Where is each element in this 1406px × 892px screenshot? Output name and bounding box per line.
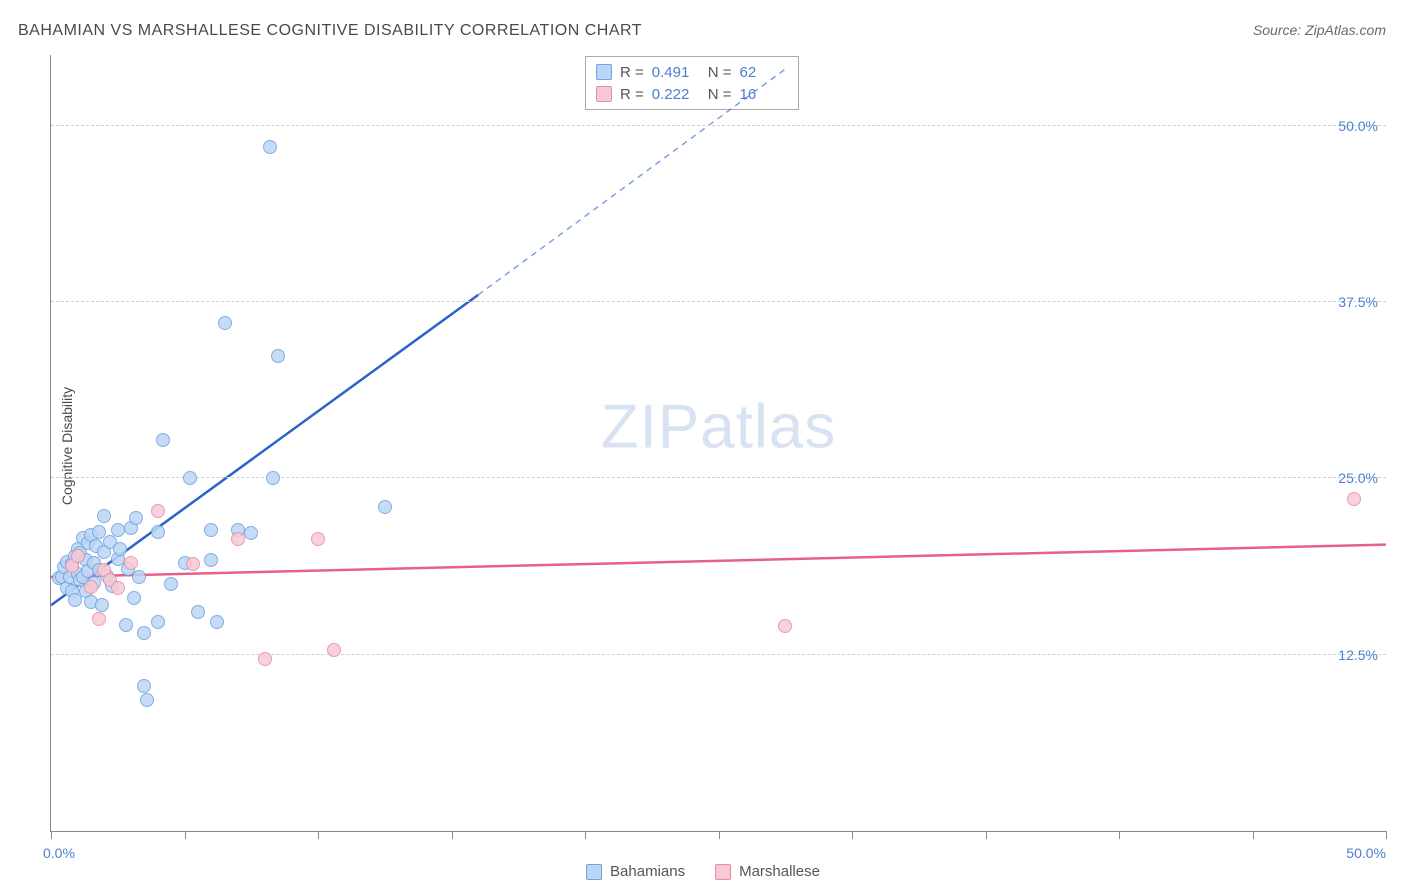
chart-title: BAHAMIAN VS MARSHALLESE COGNITIVE DISABI… xyxy=(18,22,642,40)
x-tick xyxy=(1119,831,1120,839)
data-point-marshallese xyxy=(778,619,792,633)
data-point-marshallese xyxy=(92,612,106,626)
data-point-bahamians xyxy=(95,598,109,612)
r-value-marshallese: 0.222 xyxy=(652,86,700,103)
data-point-bahamians xyxy=(266,471,280,485)
data-point-bahamians xyxy=(164,577,178,591)
y-tick-label: 12.5% xyxy=(1338,647,1378,663)
r-label: R = xyxy=(620,86,644,103)
data-point-bahamians xyxy=(204,523,218,537)
gridline-h xyxy=(51,301,1386,302)
stats-row-bahamians: R = 0.491 N = 62 xyxy=(596,61,788,83)
r-value-bahamians: 0.491 xyxy=(652,64,700,81)
data-point-bahamians xyxy=(244,526,258,540)
legend-label-bahamians: Bahamians xyxy=(610,863,685,880)
n-value-bahamians: 62 xyxy=(740,64,788,81)
x-tick xyxy=(585,831,586,839)
x-tick xyxy=(852,831,853,839)
y-tick-label: 50.0% xyxy=(1338,118,1378,134)
data-point-marshallese xyxy=(71,549,85,563)
swatch-bahamians-icon xyxy=(586,864,602,880)
legend-label-marshallese: Marshallese xyxy=(739,863,820,880)
swatch-marshallese xyxy=(596,86,612,102)
data-point-marshallese xyxy=(151,504,165,518)
data-point-bahamians xyxy=(151,615,165,629)
x-tick xyxy=(318,831,319,839)
x-tick xyxy=(1386,831,1387,839)
n-label: N = xyxy=(708,64,732,81)
legend-item-bahamians: Bahamians xyxy=(586,863,685,880)
x-tick xyxy=(986,831,987,839)
data-point-bahamians xyxy=(183,471,197,485)
data-point-bahamians xyxy=(129,511,143,525)
data-point-marshallese xyxy=(1347,492,1361,506)
data-point-marshallese xyxy=(327,643,341,657)
gridline-h xyxy=(51,654,1386,655)
stats-row-marshallese: R = 0.222 N = 16 xyxy=(596,83,788,105)
stats-legend: R = 0.491 N = 62 R = 0.222 N = 16 xyxy=(585,56,799,110)
data-point-bahamians xyxy=(111,523,125,537)
data-point-bahamians xyxy=(140,693,154,707)
r-label: R = xyxy=(620,64,644,81)
data-point-marshallese xyxy=(258,652,272,666)
x-min-label: 0.0% xyxy=(43,845,75,861)
x-tick xyxy=(1253,831,1254,839)
gridline-h xyxy=(51,125,1386,126)
data-point-bahamians xyxy=(191,605,205,619)
data-point-bahamians xyxy=(156,433,170,447)
x-max-label: 50.0% xyxy=(1346,845,1386,861)
data-point-bahamians xyxy=(137,626,151,640)
trend-lines xyxy=(51,55,1386,831)
data-point-bahamians xyxy=(119,618,133,632)
legend-item-marshallese: Marshallese xyxy=(715,863,820,880)
swatch-marshallese-icon xyxy=(715,864,731,880)
x-tick xyxy=(185,831,186,839)
data-point-bahamians xyxy=(204,553,218,567)
data-point-marshallese xyxy=(124,556,138,570)
scatter-plot-area: ZIPatlas R = 0.491 N = 62 R = 0.222 N = … xyxy=(50,55,1386,832)
x-tick xyxy=(719,831,720,839)
data-point-bahamians xyxy=(210,615,224,629)
n-label: N = xyxy=(708,86,732,103)
data-point-bahamians xyxy=(263,140,277,154)
data-point-bahamians xyxy=(218,316,232,330)
data-point-bahamians xyxy=(127,591,141,605)
bottom-legend: Bahamians Marshallese xyxy=(586,863,820,880)
source-attribution: Source: ZipAtlas.com xyxy=(1253,22,1386,38)
y-tick-label: 37.5% xyxy=(1338,294,1378,310)
data-point-bahamians xyxy=(151,525,165,539)
gridline-h xyxy=(51,477,1386,478)
data-point-marshallese xyxy=(311,532,325,546)
data-point-bahamians xyxy=(378,500,392,514)
y-tick-label: 25.0% xyxy=(1338,470,1378,486)
data-point-marshallese xyxy=(231,532,245,546)
data-point-bahamians xyxy=(137,679,151,693)
data-point-bahamians xyxy=(271,349,285,363)
data-point-marshallese xyxy=(111,581,125,595)
x-tick xyxy=(51,831,52,839)
data-point-bahamians xyxy=(132,570,146,584)
data-point-bahamians xyxy=(113,542,127,556)
data-point-marshallese xyxy=(84,580,98,594)
data-point-bahamians xyxy=(97,509,111,523)
swatch-bahamians xyxy=(596,64,612,80)
n-value-marshallese: 16 xyxy=(740,86,788,103)
x-tick xyxy=(452,831,453,839)
watermark: ZIPatlas xyxy=(601,392,836,463)
data-point-marshallese xyxy=(186,557,200,571)
